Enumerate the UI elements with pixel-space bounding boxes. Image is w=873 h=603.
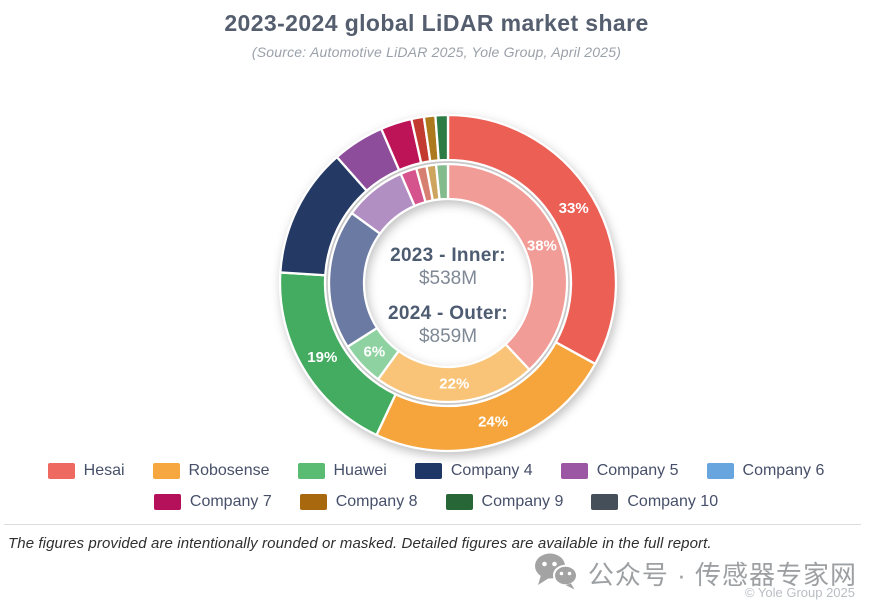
legend-swatch [47,463,75,479]
chart-legend: Hesai Robosense Huawei Company 4 Company 5 Co… [26,462,846,511]
legend-swatch [414,463,442,479]
donut-chart-svg: 33% 24% 19% 38% 22% 6% [278,113,618,453]
legend-label: Company 10 [627,493,719,510]
segment-2024-hesai [446,113,618,366]
center-line-2023-value: $538M [418,268,478,289]
legend-swatch [299,494,327,510]
segment-label-2023-hesai: 38% [527,237,557,254]
copyright-text: © Yole Group 2025 [744,585,855,600]
legend-swatch [706,463,734,479]
legend-item-robosense: Robosense [152,462,270,480]
wechat-icon [534,552,578,595]
segment-label-2024-huawei: 19% [307,349,337,366]
legend-label: Company 4 [450,462,533,479]
segment-2023-hesai [446,162,569,371]
donut-chart: 33% 24% 19% 38% 22% 6% [268,103,628,463]
legend-swatch [297,463,325,479]
legend-swatch [445,494,473,510]
legend-item-company-5: Company 5 [560,462,679,480]
chart-title: 2023-2024 global LiDAR market share [224,10,649,36]
donut-center-text: 2023 - Inner: $538M 2024 - Outer: $859M [338,244,558,348]
center-line-2024-value: $859M [418,326,478,347]
legend-swatch [152,463,180,479]
legend-item-hesai: Hesai [47,462,125,480]
legend-item-company-10: Company 10 [591,493,718,511]
legend-item-company-4: Company 4 [414,462,533,480]
wechat-watermark: 公众号 · 传感器专家网 [534,552,857,595]
center-line-2024-label: 2024 - Outer: [387,303,509,324]
segment-label-2023-huawei: 6% [364,344,386,361]
legend-label: Company 8 [335,493,418,510]
legend-item-huawei: Huawei [297,462,387,480]
legend-item-company-7: Company 7 [153,493,272,511]
legend-label: Huawei [333,462,387,479]
legend-swatch [560,463,588,479]
segment-label-2024-hesai: 33% [559,200,589,217]
segment-label-2023-robosense: 22% [439,375,469,392]
footer-divider [4,524,861,525]
legend-swatch [591,494,619,510]
center-line-2023-label: 2023 - Inner: [390,245,506,266]
legend-label: Robosense [188,462,270,479]
legend-item-company-9: Company 9 [445,493,564,511]
segment-label-2024-robosense: 24% [478,413,508,430]
legend-label: Company 6 [742,462,825,479]
segment-2023-company-9 [434,162,450,201]
legend-label: Company 5 [596,462,679,479]
chart-subtitle: (Source: Automotive LiDAR 2025, Yole Gro… [251,44,622,60]
legend-label: Company 9 [481,493,564,510]
legend-label: Company 7 [189,493,272,510]
legend-swatch [153,494,181,510]
footer-note: The figures provided are intentionally r… [8,535,712,552]
segment-2024-company-9 [434,113,450,162]
legend-label: Hesai [83,462,125,479]
watermark-text: 公众号 · 传感器专家网 [587,560,857,590]
legend-item-company-8: Company 8 [299,493,418,511]
legend-item-company-6: Company 6 [706,462,825,480]
